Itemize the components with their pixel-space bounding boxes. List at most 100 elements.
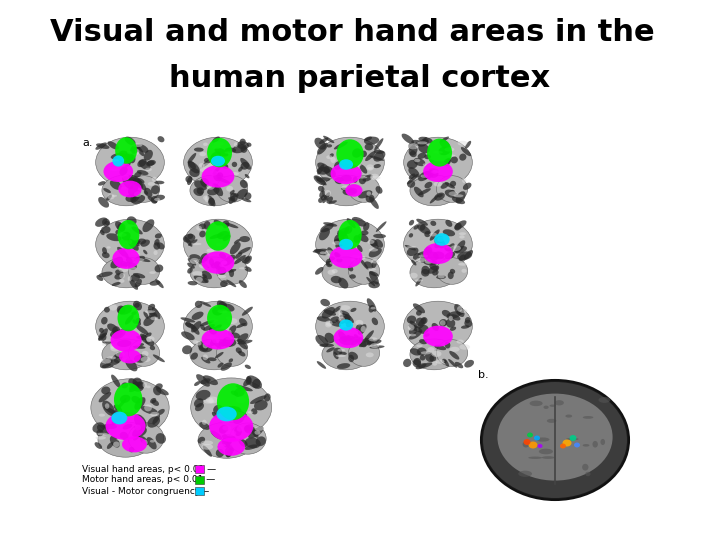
Ellipse shape — [120, 395, 130, 403]
Ellipse shape — [148, 197, 157, 203]
Ellipse shape — [425, 182, 433, 188]
Ellipse shape — [433, 170, 441, 173]
Ellipse shape — [111, 353, 122, 365]
Ellipse shape — [264, 394, 271, 402]
Ellipse shape — [465, 317, 471, 323]
Ellipse shape — [336, 247, 345, 250]
Ellipse shape — [220, 263, 225, 267]
Ellipse shape — [237, 141, 249, 150]
Ellipse shape — [410, 321, 418, 328]
Ellipse shape — [112, 156, 124, 167]
Ellipse shape — [322, 339, 370, 370]
Ellipse shape — [134, 191, 141, 197]
Ellipse shape — [539, 449, 553, 454]
Ellipse shape — [338, 314, 343, 319]
Ellipse shape — [315, 301, 384, 352]
Ellipse shape — [348, 355, 354, 362]
Ellipse shape — [117, 399, 127, 408]
Ellipse shape — [148, 416, 160, 428]
Ellipse shape — [130, 190, 140, 203]
Ellipse shape — [348, 340, 379, 366]
Ellipse shape — [374, 164, 381, 168]
Ellipse shape — [194, 381, 200, 386]
Ellipse shape — [409, 334, 416, 336]
Ellipse shape — [546, 419, 557, 423]
Ellipse shape — [216, 177, 230, 184]
Ellipse shape — [413, 358, 421, 366]
Ellipse shape — [337, 363, 350, 369]
Ellipse shape — [339, 336, 354, 345]
Ellipse shape — [417, 348, 426, 356]
Ellipse shape — [149, 312, 155, 318]
Ellipse shape — [333, 348, 342, 355]
Ellipse shape — [364, 330, 374, 342]
Ellipse shape — [454, 220, 467, 230]
Ellipse shape — [445, 246, 454, 251]
Ellipse shape — [212, 145, 221, 149]
Ellipse shape — [199, 345, 212, 352]
Bar — [195, 465, 204, 473]
Ellipse shape — [234, 143, 238, 147]
Ellipse shape — [216, 225, 223, 230]
Ellipse shape — [135, 397, 145, 410]
Ellipse shape — [200, 301, 211, 307]
Ellipse shape — [131, 311, 137, 315]
Ellipse shape — [187, 153, 197, 164]
Ellipse shape — [214, 141, 224, 146]
Bar — [195, 476, 204, 484]
Ellipse shape — [325, 250, 334, 255]
Ellipse shape — [358, 324, 366, 335]
Ellipse shape — [209, 258, 214, 266]
Ellipse shape — [353, 177, 358, 183]
Ellipse shape — [217, 160, 228, 169]
Ellipse shape — [376, 221, 387, 232]
Ellipse shape — [217, 383, 249, 420]
Ellipse shape — [332, 269, 338, 273]
Ellipse shape — [226, 280, 236, 287]
Ellipse shape — [334, 252, 341, 257]
Ellipse shape — [190, 324, 199, 335]
Ellipse shape — [131, 195, 145, 204]
Ellipse shape — [240, 146, 247, 153]
Ellipse shape — [459, 235, 464, 239]
Ellipse shape — [193, 340, 198, 343]
Ellipse shape — [337, 230, 348, 241]
Ellipse shape — [336, 139, 364, 168]
Ellipse shape — [339, 319, 353, 330]
Ellipse shape — [429, 355, 436, 362]
Ellipse shape — [498, 394, 613, 481]
Ellipse shape — [433, 181, 442, 187]
Ellipse shape — [190, 339, 238, 370]
Ellipse shape — [424, 333, 430, 337]
Ellipse shape — [341, 185, 350, 190]
Ellipse shape — [147, 160, 156, 165]
Ellipse shape — [333, 352, 338, 359]
Ellipse shape — [376, 186, 382, 194]
Ellipse shape — [405, 245, 416, 251]
Ellipse shape — [195, 403, 204, 411]
Ellipse shape — [402, 133, 414, 144]
Ellipse shape — [462, 269, 467, 273]
Ellipse shape — [418, 153, 426, 159]
Ellipse shape — [413, 253, 421, 260]
Ellipse shape — [226, 448, 233, 457]
Ellipse shape — [191, 378, 271, 437]
Ellipse shape — [418, 144, 430, 153]
Ellipse shape — [348, 352, 358, 360]
Ellipse shape — [369, 247, 382, 258]
Ellipse shape — [145, 167, 152, 171]
Ellipse shape — [107, 323, 118, 332]
Ellipse shape — [130, 179, 142, 184]
Ellipse shape — [600, 439, 605, 445]
Ellipse shape — [458, 141, 467, 146]
Ellipse shape — [213, 173, 221, 181]
Ellipse shape — [139, 343, 144, 346]
Ellipse shape — [326, 155, 333, 159]
Ellipse shape — [188, 160, 196, 169]
Ellipse shape — [104, 340, 114, 342]
Ellipse shape — [481, 380, 629, 500]
Ellipse shape — [113, 442, 120, 447]
Ellipse shape — [244, 192, 251, 200]
Ellipse shape — [110, 346, 120, 352]
Ellipse shape — [445, 342, 451, 348]
